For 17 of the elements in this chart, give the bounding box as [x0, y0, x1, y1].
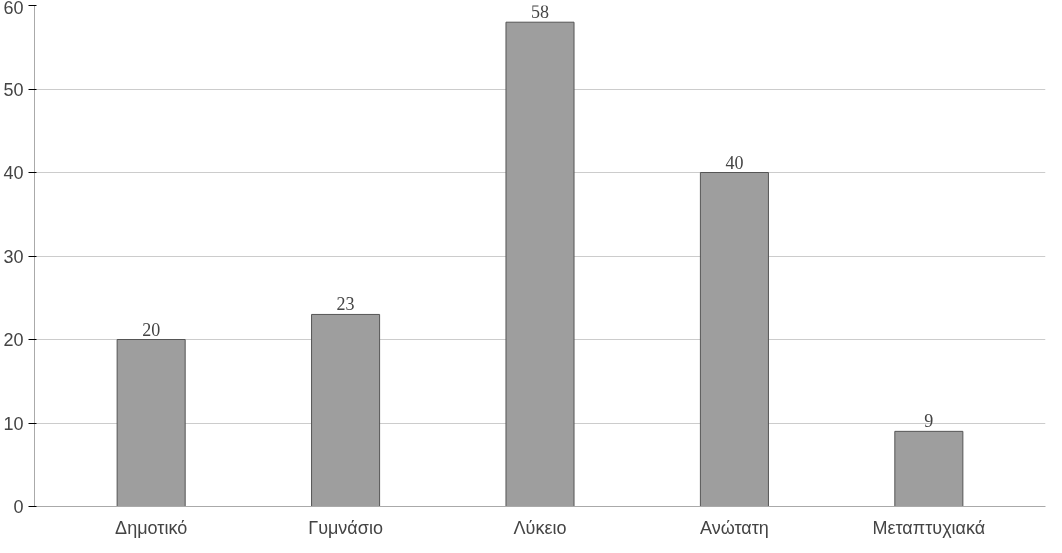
y-tick-label: 60	[3, 0, 24, 18]
x-tick-label: Μεταπτυχιακά	[872, 517, 986, 538]
data-label: 9	[924, 411, 934, 432]
data-label: 40	[725, 152, 744, 173]
data-label: 20	[142, 319, 161, 340]
y-tick-label: 50	[3, 79, 24, 100]
y-tick-label: 20	[3, 330, 24, 350]
y-tick-label: 10	[3, 413, 24, 434]
data-label: 23	[336, 294, 355, 315]
x-tick-label: Λύκειο	[513, 517, 567, 538]
y-tick-label: 0	[13, 497, 24, 517]
data-label: 58	[531, 2, 549, 23]
y-tick-label: 40	[3, 163, 24, 183]
x-tick-label: Γυμνάσιο	[308, 517, 383, 538]
x-tick-label: Δημοτικό	[115, 517, 188, 538]
y-tick-label: 30	[3, 246, 24, 267]
x-tick-label: Ανώτατη	[699, 517, 769, 538]
